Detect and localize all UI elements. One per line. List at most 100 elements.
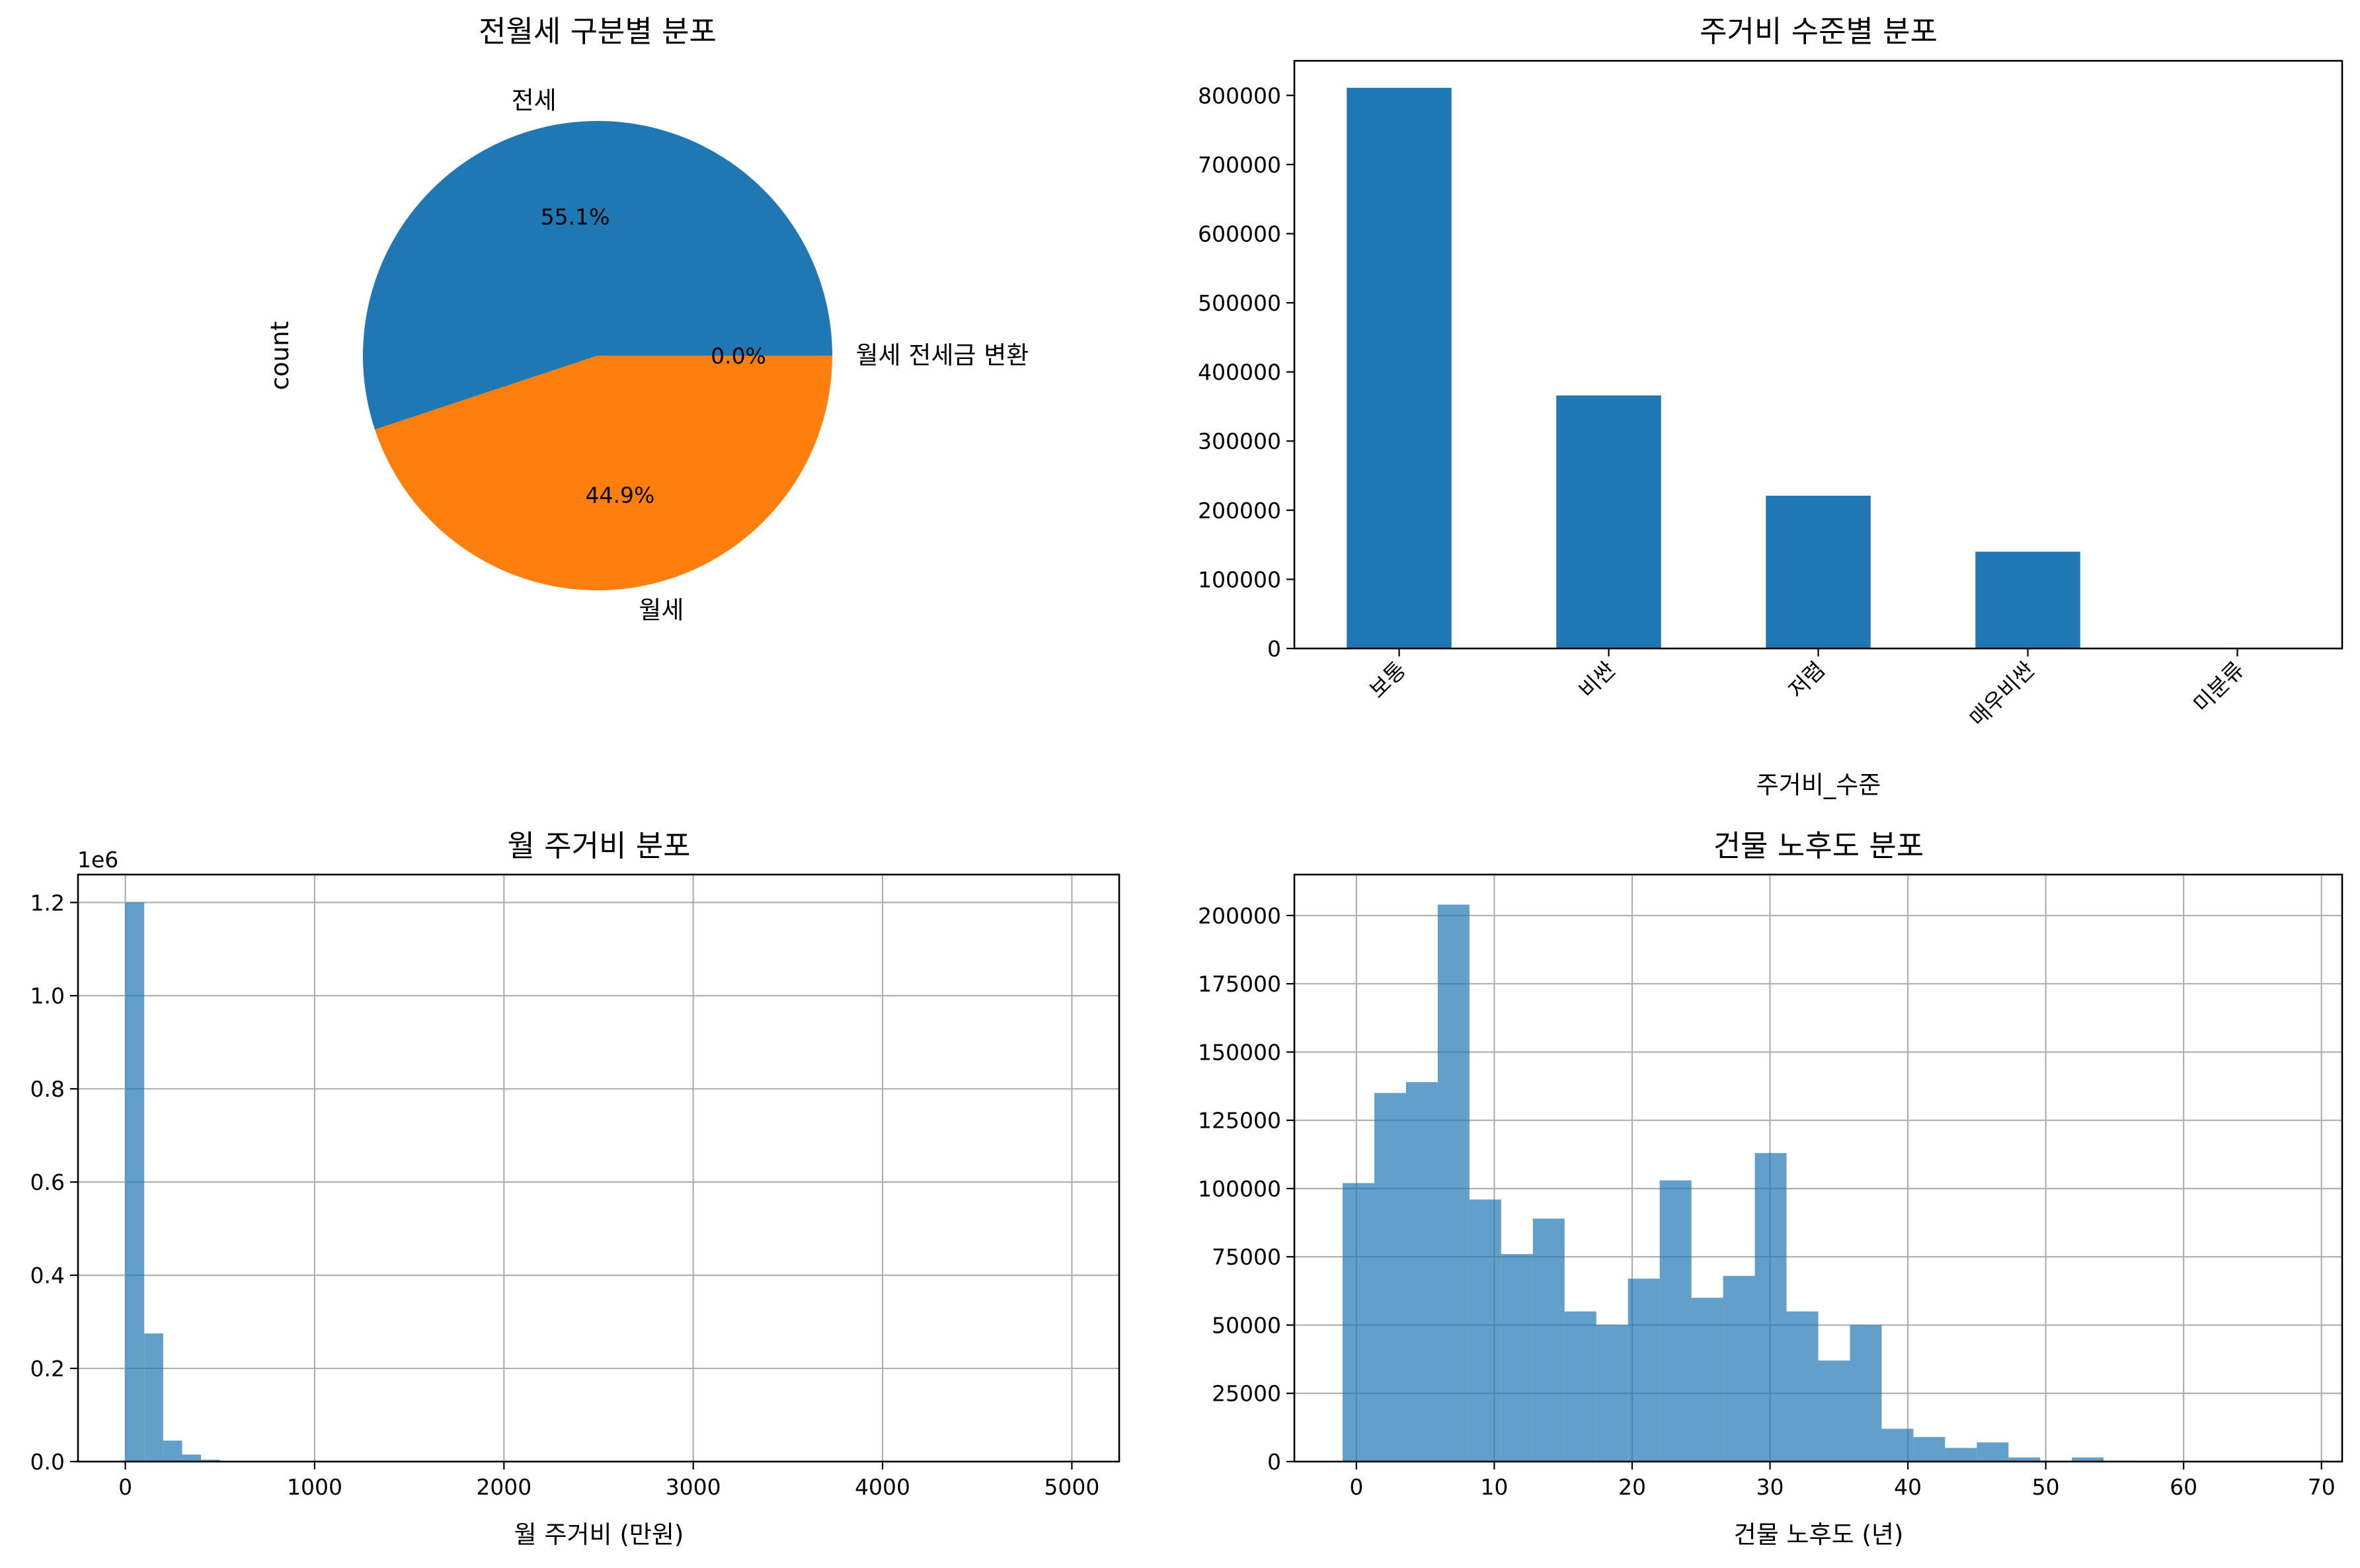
histogram-bar: [1818, 1360, 1850, 1462]
monthly-cost-axes: 0.0 0.2 0.4 0.6 0.8 1.0 1.2 0 1000 2000 3000 4000 50…: [30, 890, 1100, 1500]
x-tick-label: 5000: [1044, 1474, 1099, 1500]
pie-chart-panel: 전월세 구분별 분포 count 전세 55.1% 월세 44.9% 월세 전세금 변환…: [266, 14, 1029, 624]
y-tick-label: 600000: [1198, 221, 1281, 247]
y-tick-label: 1.0: [30, 983, 65, 1009]
building-age-bars: [1342, 904, 2295, 1462]
bar-chart-title: 주거비 수준별 분포: [1700, 14, 1938, 49]
pie-slice-label: 월세: [639, 596, 684, 624]
histogram-bar: [1691, 1298, 1723, 1462]
monthly-cost-frame: [77, 873, 1121, 1463]
x-tick-label: 4000: [855, 1474, 910, 1500]
x-tick-label: 1000: [287, 1474, 342, 1500]
monthly-cost-offset-text: 1e6: [77, 847, 118, 873]
histogram-bar: [1913, 1436, 1946, 1462]
bar-chart-frame: [1293, 59, 2343, 650]
x-tick-label: 보통: [1364, 656, 1411, 703]
monthly-cost-grid: [78, 875, 1119, 1463]
histogram-bar: [2008, 1457, 2041, 1462]
x-tick-label: 0: [118, 1474, 132, 1500]
y-tick-label: 0.0: [30, 1449, 65, 1475]
x-tick-label: 미분류: [2188, 656, 2249, 717]
bar: [1556, 395, 1661, 648]
building-age-title: 건물 노후도 분포: [1713, 828, 1924, 863]
monthly-cost-title: 월 주거비 분포: [507, 828, 690, 863]
bar-chart-xlabel: 주거비_수준: [1756, 771, 1881, 799]
y-tick-label: 500000: [1198, 290, 1281, 316]
x-tick-label: 70: [2308, 1474, 2336, 1500]
bar: [1975, 551, 2080, 648]
histogram-bar: [163, 1440, 182, 1462]
histogram-bar: [201, 1460, 220, 1462]
pie-slice: [375, 356, 832, 590]
pie-slice-percent: 0.0%: [711, 343, 766, 369]
histogram-bar: [125, 902, 145, 1462]
y-tick-label: 100000: [1198, 567, 1281, 592]
x-tick-label: 매우비싼: [1965, 656, 2039, 731]
histogram-bar: [1786, 1311, 1819, 1462]
histogram-bar: [1532, 1218, 1565, 1462]
y-tick-label: 100000: [1198, 1176, 1281, 1202]
histogram-bar: [1945, 1448, 1977, 1462]
pie-slice-percent: 44.9%: [586, 482, 655, 508]
bar-chart-bars: [1347, 87, 2080, 648]
histogram-bar: [1437, 904, 1470, 1462]
x-tick-label: 2000: [476, 1474, 531, 1500]
histogram-bar: [1881, 1429, 1914, 1462]
pie-slices: [363, 120, 832, 590]
y-tick-label: 150000: [1198, 1039, 1281, 1065]
x-tick-label: 10: [1480, 1474, 1508, 1500]
x-tick-label: 40: [1894, 1474, 1922, 1500]
y-tick-label: 200000: [1198, 498, 1281, 524]
histogram-bar: [144, 1333, 163, 1462]
x-tick-label: 0: [1349, 1474, 1363, 1500]
y-tick-label: 200000: [1198, 903, 1281, 929]
bar: [1766, 495, 1871, 648]
monthly-cost-bars: [125, 902, 239, 1462]
pie-labels: 전세 55.1% 월세 44.9% 월세 전세금 변환 0.0%: [512, 87, 1029, 625]
y-tick-label: 0.4: [30, 1263, 65, 1288]
x-tick-label: 3000: [666, 1474, 721, 1500]
histogram-bar: [1977, 1442, 2009, 1462]
building-age-histogram-panel: 건물 노후도 분포 0 25000 50000 75000 100000 125000 15…: [1198, 828, 2343, 1549]
building-age-axes: 0 25000 50000 75000 100000 125000 150000 175000…: [1198, 903, 2336, 1500]
y-tick-label: 700000: [1198, 152, 1281, 178]
y-tick-label: 0.8: [30, 1076, 65, 1102]
pie-slice-label: 월세 전세금 변환: [856, 341, 1029, 370]
y-tick-label: 400000: [1198, 360, 1281, 385]
histogram-bar: [1754, 1153, 1787, 1462]
pie-title: 전월세 구분별 분포: [479, 14, 717, 49]
y-tick-label: 0.6: [30, 1169, 65, 1195]
histogram-bar: [1628, 1278, 1660, 1462]
pie-slice-label: 전세: [512, 87, 557, 115]
y-tick-label: 50000: [1212, 1312, 1281, 1338]
bar: [1347, 87, 1452, 648]
histogram-bar: [1342, 1183, 1374, 1462]
y-tick-label: 0: [1267, 636, 1281, 662]
monthly-cost-histogram-panel: 월 주거비 분포 1e6 0.0 0.2 0.4 0.6 0.8 1.0 1.2 0 1000 2…: [30, 828, 1121, 1549]
monthly-cost-xlabel: 월 주거비 (만원): [514, 1520, 684, 1549]
bar-chart-panel: 주거비 수준별 분포 0 100000 200000 300000 400000 5000…: [1198, 14, 2343, 799]
x-tick-label: 저렴: [1784, 656, 1830, 703]
y-tick-label: 75000: [1212, 1244, 1281, 1270]
pie-ylabel: count: [266, 321, 294, 390]
pie-slice-percent: 55.1%: [541, 204, 610, 230]
y-tick-label: 125000: [1198, 1108, 1281, 1134]
histogram-bar: [1564, 1311, 1596, 1462]
x-tick-label: 20: [1618, 1474, 1646, 1500]
histogram-bar: [2072, 1457, 2104, 1462]
y-tick-label: 300000: [1198, 428, 1281, 454]
histogram-bar: [1469, 1199, 1501, 1462]
histogram-bar: [1374, 1093, 1406, 1462]
histogram-bar: [1659, 1180, 1692, 1462]
histogram-bar: [1501, 1254, 1533, 1462]
x-tick-label: 60: [2170, 1474, 2197, 1500]
building-age-frame: [1293, 873, 2343, 1463]
y-tick-label: 0.2: [30, 1356, 65, 1382]
histogram-bar: [1723, 1276, 1755, 1462]
y-tick-label: 25000: [1212, 1381, 1281, 1407]
histogram-bar: [182, 1454, 202, 1462]
histogram-bar: [1850, 1325, 1882, 1462]
x-tick-label: 30: [1756, 1474, 1784, 1500]
y-tick-label: 0: [1267, 1449, 1281, 1475]
